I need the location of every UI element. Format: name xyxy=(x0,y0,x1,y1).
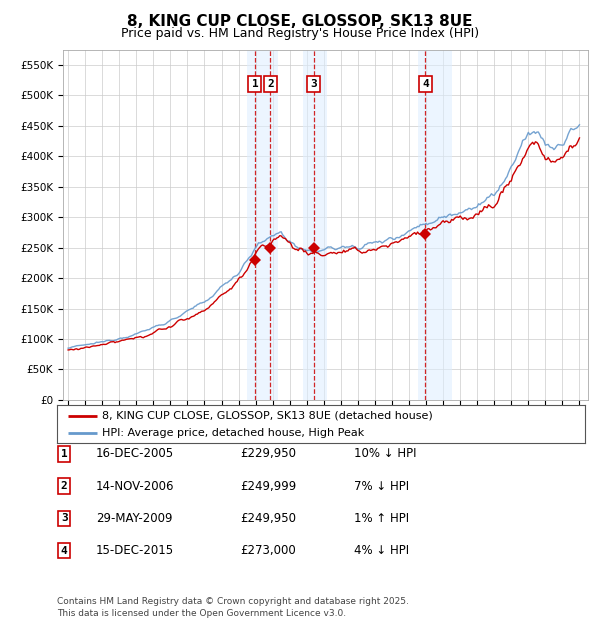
Text: 14-NOV-2006: 14-NOV-2006 xyxy=(96,480,175,492)
Text: £249,999: £249,999 xyxy=(240,480,296,492)
Text: 3: 3 xyxy=(61,513,68,523)
Text: 2: 2 xyxy=(61,481,68,491)
Text: 3: 3 xyxy=(310,79,317,89)
Bar xyxy=(418,50,452,400)
Text: £229,950: £229,950 xyxy=(240,448,296,460)
Bar xyxy=(247,50,278,400)
Text: £273,000: £273,000 xyxy=(240,544,296,557)
Text: £249,950: £249,950 xyxy=(240,512,296,525)
Text: 7% ↓ HPI: 7% ↓ HPI xyxy=(354,480,409,492)
Text: 4: 4 xyxy=(422,79,429,89)
Text: 8, KING CUP CLOSE, GLOSSOP, SK13 8UE: 8, KING CUP CLOSE, GLOSSOP, SK13 8UE xyxy=(127,14,473,29)
Text: 10% ↓ HPI: 10% ↓ HPI xyxy=(354,448,416,460)
Text: Price paid vs. HM Land Registry's House Price Index (HPI): Price paid vs. HM Land Registry's House … xyxy=(121,27,479,40)
Text: 2: 2 xyxy=(267,79,274,89)
Text: 1% ↑ HPI: 1% ↑ HPI xyxy=(354,512,409,525)
Text: 8, KING CUP CLOSE, GLOSSOP, SK13 8UE (detached house): 8, KING CUP CLOSE, GLOSSOP, SK13 8UE (de… xyxy=(102,410,433,420)
Text: 4: 4 xyxy=(61,546,68,556)
Text: 16-DEC-2005: 16-DEC-2005 xyxy=(96,448,174,460)
Text: HPI: Average price, detached house, High Peak: HPI: Average price, detached house, High… xyxy=(102,428,364,438)
Bar xyxy=(304,50,327,400)
Text: 15-DEC-2015: 15-DEC-2015 xyxy=(96,544,174,557)
Text: 1: 1 xyxy=(61,449,68,459)
Text: Contains HM Land Registry data © Crown copyright and database right 2025.
This d: Contains HM Land Registry data © Crown c… xyxy=(57,597,409,618)
Text: 1: 1 xyxy=(251,79,259,89)
Text: 29-MAY-2009: 29-MAY-2009 xyxy=(96,512,173,525)
Text: 4% ↓ HPI: 4% ↓ HPI xyxy=(354,544,409,557)
